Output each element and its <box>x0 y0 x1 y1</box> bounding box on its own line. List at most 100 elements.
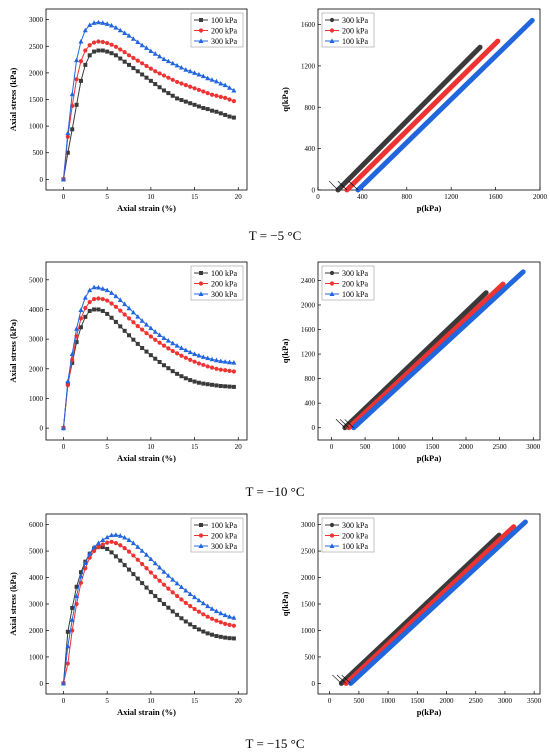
data-point <box>231 115 236 120</box>
x-tick-label: 800 <box>402 193 413 201</box>
data-point <box>122 312 127 317</box>
data-point <box>135 544 141 549</box>
y-tick-label: 1200 <box>301 351 316 359</box>
data-point <box>144 63 149 69</box>
data-point <box>91 20 97 25</box>
x-tick-label: 2500 <box>469 697 484 705</box>
data-point <box>174 351 180 356</box>
x-tick-label: 1600 <box>489 193 504 201</box>
data-point <box>118 543 123 548</box>
data-point <box>78 307 84 313</box>
data-point <box>65 378 71 384</box>
x-tick-label: 1000 <box>381 697 396 705</box>
data-point <box>196 361 202 366</box>
legend-swatch-marker <box>329 533 335 538</box>
data-point <box>231 623 236 628</box>
data-point <box>161 602 166 606</box>
data-point <box>161 569 167 574</box>
data-point <box>100 308 105 313</box>
data-point <box>74 593 80 599</box>
data-point <box>200 354 206 359</box>
legend-label: 300 kPa <box>342 16 368 25</box>
data-point <box>227 359 233 365</box>
data-point <box>196 352 202 358</box>
data-point <box>74 326 80 331</box>
data-point <box>91 40 97 45</box>
data-point <box>183 587 189 593</box>
data-point <box>87 551 93 556</box>
y-tick-label: 3000 <box>29 336 44 344</box>
data-point <box>153 69 158 74</box>
x-axis-label: Axial strain (%) <box>117 707 176 717</box>
y-tick-label: 1500 <box>29 96 44 104</box>
series-300-kpa <box>332 532 502 686</box>
y-tick-label: 5000 <box>29 276 44 284</box>
data-point <box>140 346 145 351</box>
stress-path <box>351 269 526 431</box>
data-point <box>205 91 210 96</box>
data-point <box>144 45 149 50</box>
y-tick-label: 500 <box>305 653 316 661</box>
path-extension <box>336 674 347 684</box>
data-point <box>157 340 162 345</box>
data-point <box>201 362 206 368</box>
data-point <box>157 71 162 76</box>
data-point <box>91 284 97 290</box>
legend-label: 200 kPa <box>342 279 368 288</box>
x-tick-label: 3000 <box>526 443 541 451</box>
data-point <box>140 561 145 567</box>
data-point <box>92 49 97 54</box>
series-line <box>62 50 235 180</box>
data-point <box>144 585 149 590</box>
data-point <box>74 57 80 63</box>
data-point <box>78 316 84 321</box>
caption-row-1: T = −5 °C <box>248 228 302 243</box>
data-point <box>161 88 166 93</box>
legend-swatch-marker <box>329 281 335 286</box>
data-point <box>153 594 158 599</box>
data-point <box>153 337 158 342</box>
data-point <box>187 68 193 74</box>
data-point <box>127 567 132 572</box>
data-point <box>105 540 110 545</box>
data-point <box>91 544 97 550</box>
data-point <box>74 102 79 107</box>
stress-path <box>346 281 506 431</box>
data-point <box>209 365 215 370</box>
data-point <box>109 301 114 306</box>
series-line <box>62 541 234 684</box>
data-point <box>205 364 210 369</box>
data-point <box>196 87 202 93</box>
y-tick-label: 2000 <box>301 301 316 309</box>
data-point <box>165 573 171 578</box>
data-point <box>213 357 219 363</box>
data-point <box>205 382 210 387</box>
x-tick-label: 500 <box>354 697 365 705</box>
data-point <box>148 556 154 561</box>
plot-frame <box>45 261 248 441</box>
data-point <box>100 20 106 25</box>
data-point <box>117 297 123 302</box>
data-point <box>201 629 206 634</box>
data-point <box>214 383 219 388</box>
data-point <box>170 340 176 346</box>
y-tick-label: 2000 <box>29 69 44 77</box>
series-300-kpa <box>60 284 237 431</box>
y-tick-label: 1000 <box>301 627 316 635</box>
y-axis-label: q(kPa) <box>280 592 290 617</box>
data-point <box>209 77 215 82</box>
data-point <box>104 21 110 26</box>
data-point <box>183 67 189 72</box>
data-point <box>210 108 215 113</box>
y-tick-label: 3000 <box>29 601 44 609</box>
data-point <box>175 371 180 376</box>
y-tick-label: 0 <box>40 425 44 433</box>
x-tick-label: 0 <box>328 697 332 705</box>
legend-swatch-marker <box>198 38 204 43</box>
data-point <box>126 537 132 542</box>
data-point <box>148 66 153 71</box>
data-point <box>213 78 219 84</box>
data-point <box>74 584 79 589</box>
data-point <box>65 629 70 634</box>
